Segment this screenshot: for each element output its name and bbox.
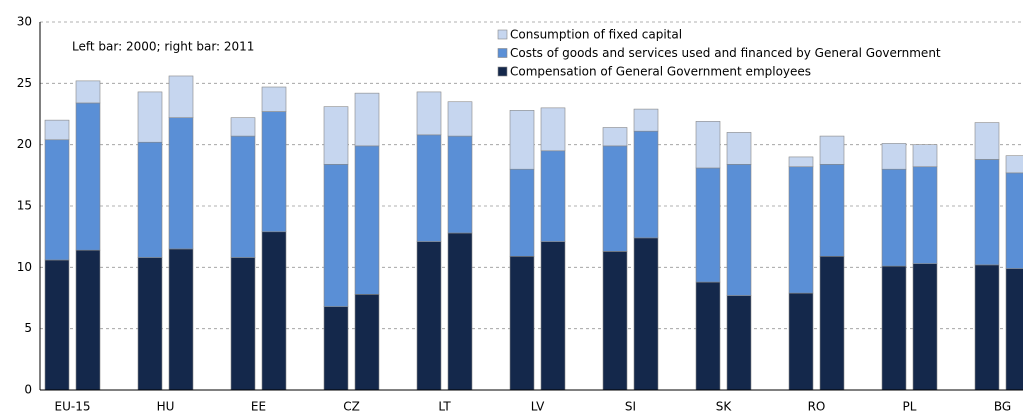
bar-segment [447, 101, 473, 137]
x-tick-label: LT [438, 400, 451, 414]
x-tick-label: EE [251, 400, 266, 414]
x-tick-label: RO [808, 400, 826, 414]
bar-segment [633, 130, 659, 239]
y-tick-label: 30 [17, 15, 32, 29]
x-tick-label: EU-15 [55, 400, 91, 414]
bar-segment [261, 231, 287, 391]
bar-segment [75, 80, 101, 104]
bar-segment [540, 241, 566, 391]
bar-segment [602, 251, 628, 391]
bar-segment [137, 141, 163, 258]
bar-segment [75, 249, 101, 391]
bar-segment [44, 139, 70, 261]
legend-label: Costs of goods and services used and fin… [510, 46, 941, 60]
y-tick-label: 10 [17, 260, 32, 274]
x-tick-label: CZ [343, 400, 360, 414]
bar-segment [509, 110, 535, 170]
bar-segment [695, 167, 721, 283]
bar-segment [137, 257, 163, 391]
bar-segment [602, 145, 628, 252]
x-tick-label: LV [531, 400, 545, 414]
bar-segment [912, 144, 938, 168]
x-tick-label: BG [994, 400, 1011, 414]
bar-segment [509, 255, 535, 391]
bar-segment [695, 121, 721, 169]
y-tick-label: 15 [17, 199, 32, 213]
bar-segment [261, 111, 287, 233]
bar-segment [230, 117, 256, 137]
legend-label: Compensation of General Government emplo… [510, 65, 811, 79]
bar-segment [1005, 172, 1023, 269]
y-tick-label: 0 [24, 383, 32, 397]
bar-segment [540, 150, 566, 242]
bar-segment [137, 91, 163, 143]
annotation: Left bar: 2000; right bar: 2011 [72, 40, 254, 54]
bar-segment [354, 92, 380, 147]
x-tick-label: SI [625, 400, 636, 414]
bar-segment [447, 135, 473, 234]
bar-segment [230, 135, 256, 258]
bar-segment [726, 163, 752, 296]
bar-segment [974, 159, 1000, 266]
bar-segment [1005, 155, 1023, 174]
bar-segment [1005, 268, 1023, 391]
bar-segment [168, 117, 194, 250]
bar-segment [819, 255, 845, 391]
bar-segment [819, 135, 845, 165]
bar-segment [416, 134, 442, 242]
bar-segment [168, 248, 194, 391]
bar-segment [974, 264, 1000, 391]
y-tick-label: 20 [17, 137, 32, 151]
bar-segment [354, 145, 380, 295]
x-tick-label: SK [716, 400, 733, 414]
bar-segment [881, 265, 907, 391]
bar-segment [695, 281, 721, 391]
x-tick-label: HU [157, 400, 175, 414]
bar-segment [788, 166, 814, 294]
bar-segment [261, 86, 287, 112]
bar-segment [416, 241, 442, 391]
bar-segment [726, 295, 752, 391]
x-tick-label: PL [903, 400, 917, 414]
bar-segment [44, 119, 70, 141]
bar-segment [633, 237, 659, 391]
bar-segment [819, 163, 845, 257]
legend-swatch [497, 66, 508, 77]
bar-segment [323, 306, 349, 391]
bar-segment [230, 257, 256, 391]
bar-segment [726, 132, 752, 165]
bar-segment [912, 263, 938, 391]
bar-segment [881, 143, 907, 170]
bar-segment [354, 294, 380, 391]
bar-segment [44, 259, 70, 391]
bar-segment [168, 75, 194, 118]
bar-segment [974, 122, 1000, 160]
legend-label: Consumption of fixed capital [510, 28, 682, 42]
bar-segment [912, 166, 938, 264]
legend-swatch [497, 29, 508, 40]
bar-segment [323, 163, 349, 307]
bar-segment [540, 107, 566, 152]
bar-segment [416, 91, 442, 136]
bar-segment [509, 168, 535, 257]
bar-segment [75, 102, 101, 251]
bar-segment [881, 168, 907, 267]
bar-segment [788, 156, 814, 168]
y-tick-label: 25 [17, 76, 32, 90]
y-tick-label: 5 [24, 321, 32, 335]
legend-swatch [497, 48, 508, 58]
bar-segment [788, 292, 814, 391]
bar-segment [633, 108, 659, 132]
bar-segment [447, 232, 473, 391]
bar-segment [323, 106, 349, 165]
bar-segment [602, 127, 628, 147]
